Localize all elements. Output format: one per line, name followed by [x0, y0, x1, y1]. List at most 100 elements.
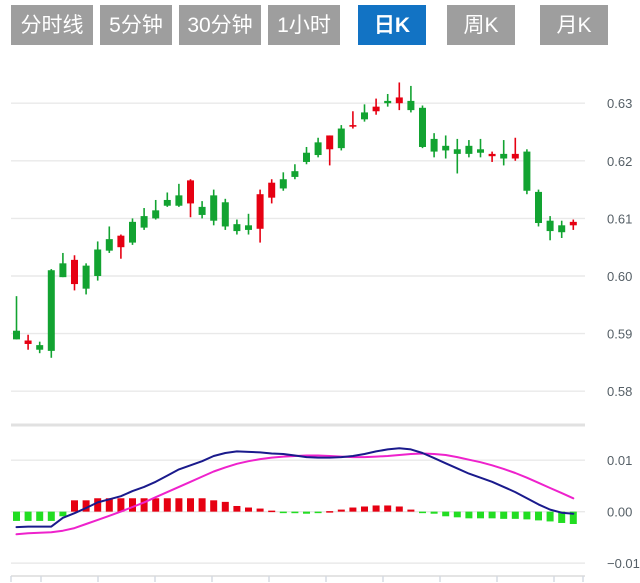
candle-body-23 — [279, 179, 287, 189]
candle-body-14 — [175, 195, 183, 206]
price-axis-label-0: 0.63 — [607, 96, 632, 111]
candle-body-35 — [419, 107, 426, 147]
candle-body-12 — [152, 210, 160, 219]
period-tab-4[interactable]: 日K — [358, 5, 426, 45]
macd-hist-bar-43 — [511, 511, 519, 519]
macd-hist-bar-44 — [523, 511, 531, 520]
candle-body-21 — [256, 194, 264, 229]
candle-body-29 — [349, 125, 357, 127]
candle-body-44 — [523, 151, 531, 191]
period-tab-0[interactable]: 分时线 — [11, 5, 93, 45]
macd-hist-bar-27 — [326, 511, 334, 513]
candle-body-42 — [500, 153, 508, 159]
period-tab-2[interactable]: 30分钟 — [179, 5, 261, 45]
macd-hist-bar-11 — [140, 498, 148, 512]
macd-hist-bar-47 — [558, 511, 566, 523]
chart-container[interactable]: 0.63 0.62 0.61 0.60 0.59 0.58 0.01 0.00 −0.01 — [0, 52, 640, 583]
macd-hist-bar-13 — [163, 498, 171, 512]
macd-hist-bar-18 — [221, 501, 229, 512]
macd-dea-line — [15, 452, 575, 536]
macd-hist-bar-7 — [94, 498, 102, 512]
macd-hist-bar-19 — [233, 505, 241, 512]
candle-body-16 — [198, 206, 206, 215]
candle-body-4 — [59, 263, 67, 278]
macd-hist-bar-4 — [59, 511, 67, 517]
candlestick-series — [13, 82, 577, 358]
period-tab-6[interactable]: 月K — [540, 5, 608, 45]
candle-body-41 — [488, 153, 496, 157]
macd-hist-bar-45 — [535, 511, 542, 521]
macd-axis-label-0: 0.01 — [607, 453, 632, 468]
candle-body-20 — [245, 225, 252, 230]
candle-body-38 — [453, 149, 461, 154]
macd-dif-line — [15, 447, 575, 529]
macd-hist-bar-26 — [314, 511, 322, 514]
price-axis-label-1: 0.62 — [607, 154, 632, 169]
macd-hist-bar-41 — [488, 511, 496, 519]
macd-hist-bar-6 — [82, 500, 90, 512]
macd-hist-bar-21 — [256, 508, 264, 512]
macd-hist-bar-24 — [291, 511, 299, 514]
candle-body-43 — [511, 153, 519, 159]
macd-hist-bar-0 — [13, 511, 20, 521]
candle-body-7 — [94, 249, 102, 276]
candle-body-40 — [477, 149, 484, 153]
period-tab-5[interactable]: 周K — [447, 5, 515, 45]
macd-hist-bar-5 — [71, 500, 78, 512]
macd-hist-bar-25 — [303, 511, 310, 514]
candle-body-5 — [71, 259, 78, 285]
candle-body-48 — [569, 221, 577, 226]
candle-body-17 — [210, 195, 218, 221]
macd-hist-bar-8 — [105, 498, 113, 512]
macd-hist-bar-9 — [117, 498, 125, 512]
macd-hist-bar-38 — [453, 511, 461, 518]
macd-hist-bar-36 — [430, 511, 438, 514]
price-axis-label-5: 0.58 — [607, 384, 632, 399]
macd-hist-bar-46 — [546, 511, 554, 522]
candle-body-36 — [430, 138, 438, 152]
macd-hist-bar-17 — [210, 500, 218, 512]
candle-body-33 — [395, 97, 403, 104]
candle-body-19 — [233, 224, 241, 232]
candle-body-8 — [105, 239, 113, 251]
macd-hist-bar-28 — [337, 509, 345, 512]
macd-hist-bar-32 — [384, 505, 392, 512]
candle-body-11 — [140, 216, 148, 228]
macd-hist-bar-40 — [477, 511, 484, 519]
macd-hist-bar-37 — [442, 511, 450, 517]
macd-hist-bar-15 — [187, 498, 194, 512]
macd-hist-bar-34 — [407, 509, 415, 512]
candle-body-9 — [117, 235, 125, 248]
candle-body-1 — [24, 340, 32, 344]
candle-body-37 — [442, 145, 450, 151]
candle-body-27 — [326, 135, 334, 150]
candle-body-31 — [372, 106, 380, 112]
macd-hist-bar-16 — [198, 498, 206, 512]
period-tab-1[interactable]: 5分钟 — [100, 5, 172, 45]
candle-body-25 — [303, 152, 310, 162]
price-axis-label-2: 0.61 — [607, 211, 632, 226]
macd-hist-bar-22 — [268, 510, 276, 513]
candle-body-15 — [187, 180, 194, 204]
candle-body-18 — [221, 202, 229, 227]
candle-body-39 — [465, 145, 473, 154]
candle-body-13 — [163, 199, 171, 206]
candle-body-6 — [82, 265, 90, 289]
candle-body-24 — [291, 171, 299, 177]
macd-hist-bar-20 — [245, 507, 252, 512]
stock-chart[interactable]: 0.63 0.62 0.61 0.60 0.59 0.58 0.01 0.00 −0.01 — [0, 52, 640, 583]
macd-hist-bar-29 — [349, 507, 357, 512]
macd-hist-bar-2 — [36, 511, 44, 521]
candle-body-0 — [13, 330, 20, 340]
candle-body-28 — [337, 128, 345, 149]
candle-body-45 — [535, 191, 542, 224]
macd-axis-label-1: 0.00 — [607, 505, 632, 520]
candle-body-46 — [546, 220, 554, 232]
price-axis-label-4: 0.59 — [607, 327, 632, 342]
period-tab-bar: 分时线 5分钟 30分钟 1小时 日K 周K 月K — [0, 0, 640, 52]
period-tab-3[interactable]: 1小时 — [268, 5, 340, 45]
macd-hist-bar-31 — [372, 505, 380, 512]
price-axis-label-3: 0.60 — [607, 269, 632, 284]
macd-hist-bar-42 — [500, 511, 508, 519]
macd-hist-bar-10 — [129, 498, 136, 512]
